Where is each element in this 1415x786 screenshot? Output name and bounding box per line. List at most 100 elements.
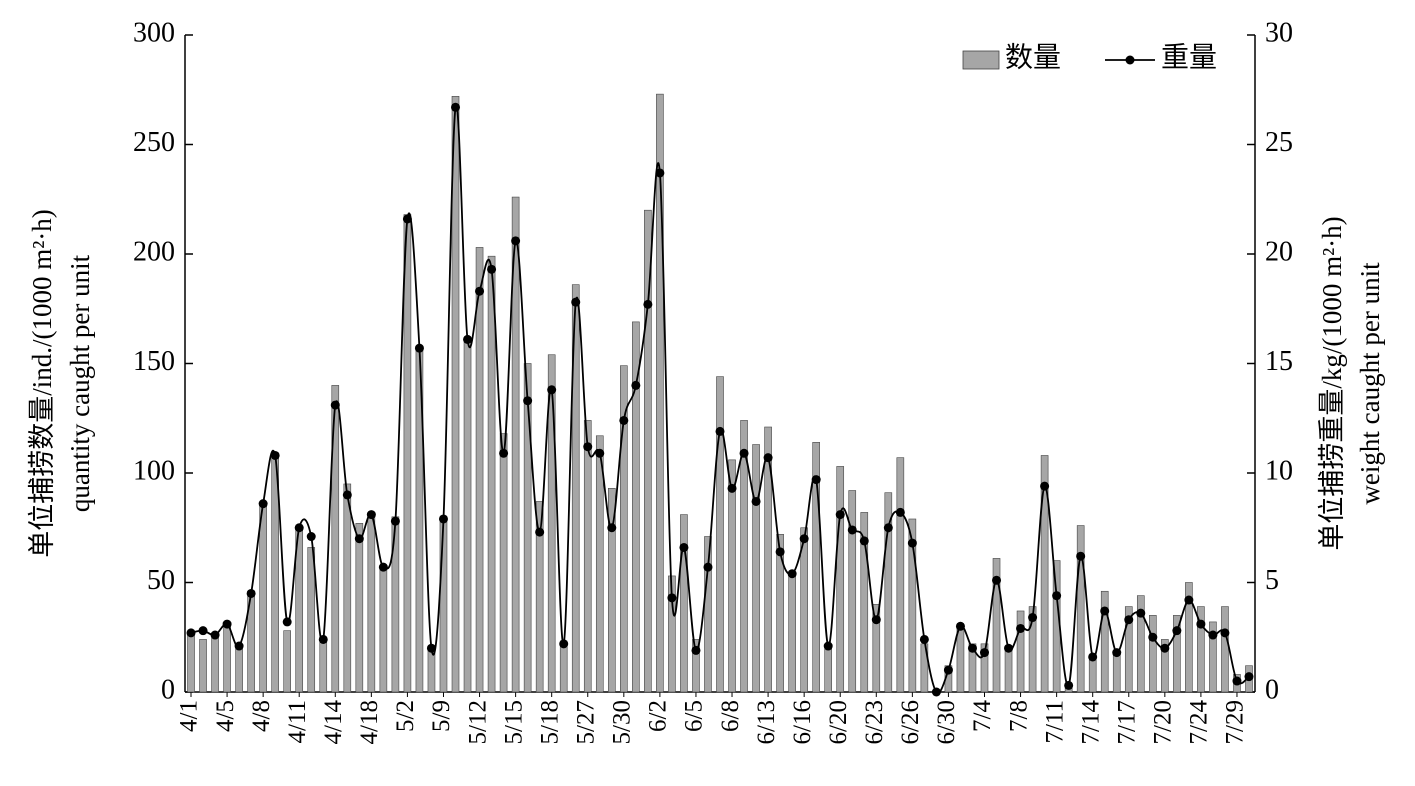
bar [800, 527, 808, 693]
bar [511, 196, 520, 693]
bar [307, 547, 316, 693]
bar [764, 426, 772, 693]
line-marker [499, 448, 509, 458]
line-marker [763, 453, 773, 463]
x-tick-label: 7/4 [969, 700, 996, 732]
bar [1124, 606, 1133, 693]
x-tick-label: 7/14 [1077, 700, 1104, 745]
line-marker [282, 617, 292, 627]
line-marker [535, 527, 545, 537]
x-tick-label: 6/8 [717, 700, 744, 732]
bar [355, 523, 364, 693]
bar [487, 255, 496, 693]
bar [547, 354, 556, 693]
line-marker [643, 299, 653, 309]
x-tick-label: 5/30 [609, 700, 636, 744]
x-tick-label: 5/12 [464, 700, 491, 744]
bar [235, 645, 243, 693]
line-marker [1040, 481, 1050, 491]
bar [1028, 606, 1037, 693]
line-marker [883, 523, 893, 533]
line-marker [859, 536, 869, 546]
x-tick-label: 5/15 [500, 700, 527, 744]
line-marker [210, 630, 220, 640]
line-marker [390, 516, 400, 526]
y-tick-label: 300 [133, 17, 175, 48]
bar [223, 625, 231, 693]
bar [728, 459, 736, 693]
bar [836, 466, 845, 693]
line-marker [571, 297, 581, 307]
line-marker [907, 538, 917, 548]
line-marker [1028, 613, 1038, 623]
x-tick-label: 7/29 [1222, 700, 1249, 744]
line-marker [487, 264, 497, 274]
bar [559, 643, 568, 693]
bar [956, 628, 965, 693]
bar [824, 645, 833, 693]
line-marker [258, 499, 268, 509]
y2-tick-label: 10 [1265, 455, 1293, 486]
line-marker [511, 236, 521, 246]
line-marker [583, 442, 593, 452]
bar [499, 433, 508, 693]
line-marker [835, 510, 845, 520]
x-tick-label: 6/23 [861, 700, 888, 744]
line-marker [1064, 680, 1074, 690]
bar [1016, 610, 1025, 693]
line-marker [1196, 619, 1206, 629]
bar [1209, 621, 1217, 693]
bar [1040, 455, 1049, 693]
y2-tick-label: 20 [1265, 236, 1293, 267]
bar [740, 420, 748, 693]
line-marker [847, 525, 857, 535]
x-tick-label: 4/18 [356, 700, 383, 744]
legend-label: 数量 [1005, 41, 1061, 73]
line-marker [943, 665, 953, 675]
y2-tick-label: 30 [1265, 17, 1293, 48]
line-marker [523, 396, 533, 406]
bar [535, 501, 544, 693]
bar [716, 376, 724, 693]
line-marker [992, 575, 1002, 585]
x-tick-label: 5/18 [536, 700, 563, 744]
line-marker [1220, 628, 1230, 638]
line-marker [1184, 595, 1194, 605]
bar [595, 435, 604, 693]
bar [692, 639, 700, 693]
line-marker [1160, 643, 1170, 653]
line-marker [306, 532, 316, 542]
line-marker [655, 168, 665, 178]
line-marker [751, 496, 761, 506]
y2-tick-label: 5 [1265, 565, 1279, 596]
line-marker [703, 562, 713, 572]
line-marker [1004, 643, 1014, 653]
bar [788, 573, 796, 693]
line-marker [330, 400, 340, 410]
bar [872, 604, 881, 693]
bar [896, 457, 905, 693]
bar [463, 341, 472, 693]
line-marker [619, 415, 629, 425]
bar [752, 444, 760, 693]
line-marker [1016, 623, 1026, 633]
bar [908, 518, 917, 693]
bar [187, 632, 195, 693]
bar [812, 442, 820, 693]
line-marker [246, 588, 256, 598]
bar [211, 636, 219, 693]
bar [607, 488, 616, 693]
x-tick-label: 6/5 [681, 700, 708, 732]
line-marker [354, 534, 364, 544]
y-tick-label: 50 [147, 565, 175, 596]
bar [704, 536, 712, 693]
bar [1076, 525, 1085, 693]
bar [1221, 606, 1229, 693]
line-marker [1088, 652, 1098, 662]
line-marker [1172, 626, 1182, 636]
line-marker [378, 562, 388, 572]
line-marker [979, 648, 989, 658]
line-marker [438, 514, 448, 524]
bar [1100, 590, 1109, 693]
